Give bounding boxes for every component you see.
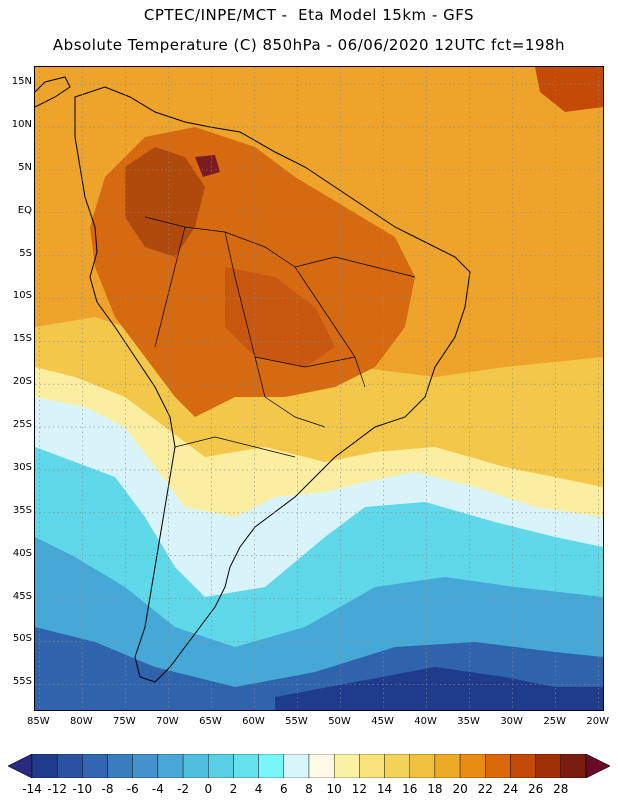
colorbar-tick-label: 6: [279, 782, 288, 796]
colorbar-swatch: [258, 754, 285, 778]
colorbar-tick-label: 18: [427, 782, 443, 796]
lat-tick-label: 25S: [12, 419, 32, 431]
colorbar-swatch: [132, 754, 159, 778]
central-america-coastline: [35, 76, 71, 108]
colorbar-tick-label: 28: [553, 782, 569, 796]
colorbar-tick-label: -2: [177, 782, 190, 796]
colorbar-swatch: [333, 754, 360, 778]
colorbar-tick-label: -6: [126, 782, 139, 796]
field-hot-atlantic: [535, 67, 603, 112]
lon-tick-label: 60W: [242, 716, 265, 727]
colorbar-low-arrow: [8, 754, 33, 778]
colorbar-tick-label: -4: [151, 782, 164, 796]
colorbar-tick-label: 20: [452, 782, 468, 796]
colorbar-swatch: [485, 754, 511, 778]
lat-tick-label: 30S: [12, 461, 32, 473]
lat-tick-label: 15S: [12, 333, 32, 345]
lat-tick-label: 45S: [12, 590, 32, 602]
colorbar: [8, 754, 610, 778]
colorbar-tick-label: 22: [477, 782, 493, 796]
lat-tick-label: 15N: [11, 76, 32, 88]
lon-tick-label: 30W: [500, 716, 523, 727]
colorbar-tick-label: 0: [204, 782, 213, 796]
country-borders: [144, 216, 416, 458]
colorbar-tick-label: 16: [402, 782, 418, 796]
lon-tick-label: 65W: [199, 716, 222, 727]
lat-tick-label: 5S: [19, 247, 32, 259]
chart-title-line2: Absolute Temperature (C) 850hPa - 06/06/…: [52, 36, 566, 54]
colorbar-high-arrow: [585, 754, 610, 778]
lat-tick-label: 55S: [12, 676, 32, 688]
lon-tick-label: 35W: [457, 716, 480, 727]
colorbar-swatch: [535, 754, 562, 778]
lon-tick-label: 40W: [414, 716, 437, 727]
lat-tick-label: 5N: [18, 161, 32, 173]
colorbar-tick-label: -12: [47, 782, 67, 796]
lat-tick-label: 50S: [12, 633, 32, 645]
colorbar-tick-label: 14: [376, 782, 393, 796]
colorbar-swatch: [107, 754, 133, 778]
lat-tick-label: 10S: [12, 290, 32, 302]
colorbar-swatch: [82, 754, 108, 778]
lon-tick-label: 50W: [328, 716, 351, 727]
colorbar-tick-label: -14: [22, 782, 42, 796]
colorbar-tick-label: 26: [527, 782, 544, 796]
colorbar-swatch: [182, 754, 209, 778]
colorbar-tick-label: 8: [305, 782, 313, 796]
colorbar-swatch: [283, 754, 310, 778]
map-canvas: [35, 67, 603, 710]
field-hottest-spot: [195, 155, 220, 177]
lon-tick-label: 80W: [70, 716, 93, 727]
colorbar-swatch: [308, 754, 335, 778]
lon-tick-label: 75W: [113, 716, 136, 727]
colorbar-swatch: [359, 754, 385, 778]
lat-tick-label: 10N: [11, 119, 32, 130]
field-hot-central: [225, 267, 335, 367]
colorbar-tick-label: 12: [351, 782, 367, 796]
south-america-coastline: [74, 86, 471, 683]
lon-tick-label: 55W: [285, 716, 308, 727]
colorbar-swatch: [233, 754, 259, 778]
lat-tick-label: 40S: [12, 547, 32, 559]
lat-tick-label: EQ: [17, 204, 32, 216]
lon-tick-label: 45W: [371, 716, 394, 727]
colorbar-tick-label: -8: [101, 782, 114, 796]
colorbar-tick-label: -10: [72, 782, 93, 796]
colorbar-swatch: [459, 754, 486, 778]
lat-tick-label: 20S: [12, 376, 32, 388]
chart-title-line1: CPTEC/INPE/MCT - Eta Model 15km - GFS: [143, 6, 475, 24]
colorbar-swatch: [384, 754, 410, 778]
colorbar-swatch: [409, 754, 436, 778]
colorbar-tick-label: 24: [502, 782, 519, 796]
lon-tick-label: 25W: [543, 716, 566, 727]
field-polar: [275, 667, 603, 710]
colorbar-swatch: [510, 754, 536, 778]
colorbar-tick-label: 10: [326, 782, 342, 796]
temperature-map: [34, 66, 604, 711]
colorbar-tick-label: 4: [254, 782, 263, 796]
colorbar-tick-label: 2: [229, 782, 238, 796]
field-hot-andes-north: [125, 147, 205, 257]
colorbar-swatch: [208, 754, 234, 778]
colorbar-swatch: [560, 754, 587, 778]
lat-tick-label: 35S: [12, 504, 32, 516]
lat-lon-grid: [35, 67, 603, 710]
colorbar-swatch: [31, 754, 58, 778]
lon-tick-label: 20W: [586, 716, 609, 727]
lon-tick-label: 70W: [156, 716, 179, 727]
colorbar-swatch: [434, 754, 461, 778]
colorbar-swatch: [157, 754, 184, 778]
lon-tick-label: 85W: [26, 716, 50, 727]
colorbar-swatch: [56, 754, 83, 778]
